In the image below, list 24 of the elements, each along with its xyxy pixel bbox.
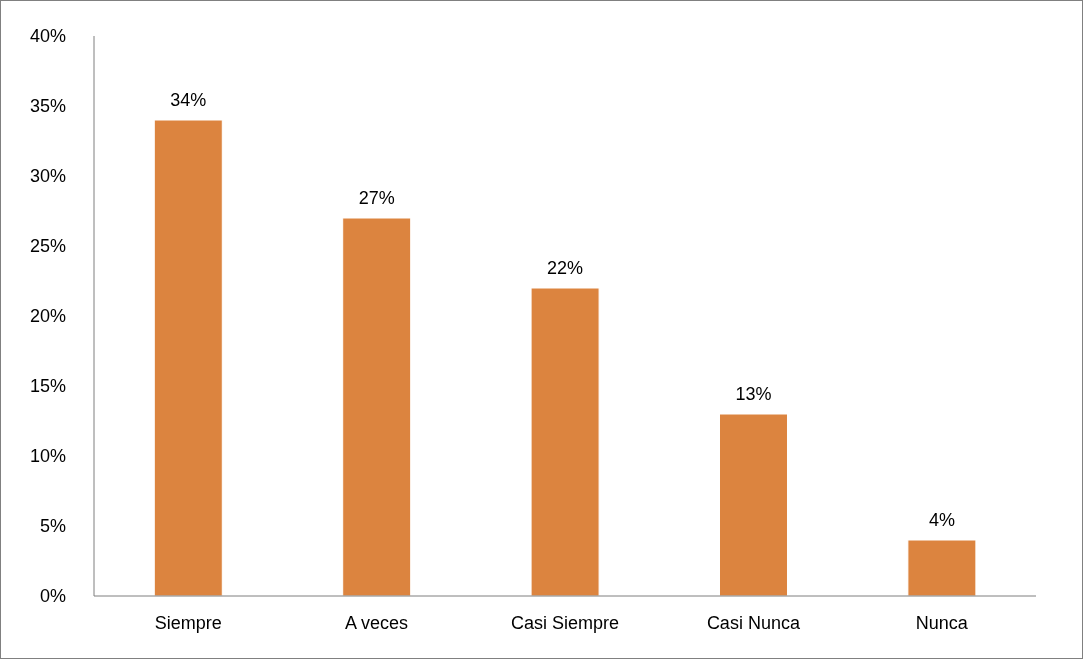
y-tick-label: 40% xyxy=(29,26,66,47)
y-tick-label: 10% xyxy=(29,446,66,467)
data-label: 34% xyxy=(170,90,207,110)
bar xyxy=(153,119,223,596)
y-tick-label: 15% xyxy=(29,376,66,397)
y-tick-label: 35% xyxy=(29,96,66,117)
y-tick-label: 5% xyxy=(39,516,66,537)
bar xyxy=(718,413,788,596)
y-tick-label: 30% xyxy=(29,166,66,187)
x-tick-label: Casi Nunca xyxy=(706,612,801,633)
x-tick-label: Casi Siempre xyxy=(510,612,620,633)
x-tick-label: A veces xyxy=(345,612,409,633)
bar xyxy=(530,287,600,596)
data-label: 27% xyxy=(358,188,395,208)
y-tick-label: 0% xyxy=(39,586,66,607)
data-label: 13% xyxy=(735,384,772,404)
x-tick-label: Nunca xyxy=(915,612,969,633)
y-tick-label: 25% xyxy=(29,236,66,257)
y-tick-label: 20% xyxy=(29,306,66,327)
data-label: 22% xyxy=(547,258,584,278)
data-label: 4% xyxy=(928,510,955,530)
bar xyxy=(342,217,412,596)
bar xyxy=(907,539,977,596)
x-tick-label: Siempre xyxy=(154,612,222,633)
